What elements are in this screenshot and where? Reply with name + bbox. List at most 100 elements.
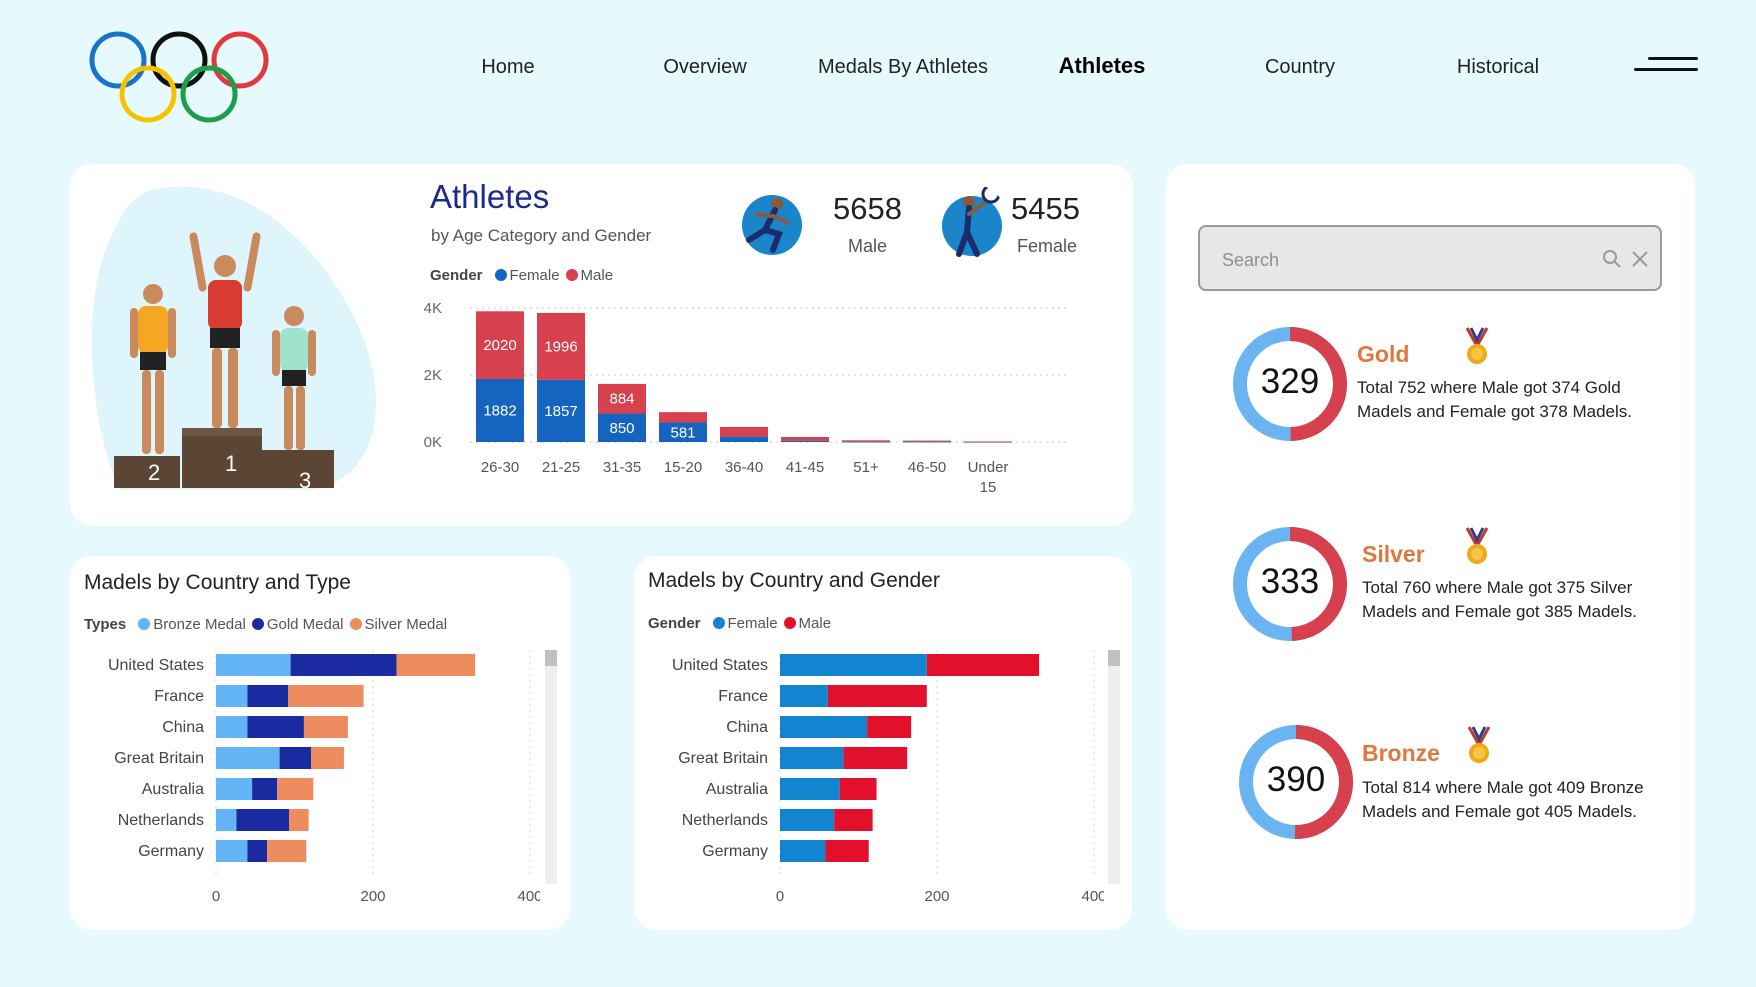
bar-gold-medal — [252, 778, 278, 800]
legend-male: Male — [798, 615, 832, 632]
bar-male — [842, 440, 890, 442]
bar-female — [903, 441, 951, 443]
athletes-legend: Gender Female Male — [430, 267, 613, 284]
podium-label-1: 1 — [225, 451, 238, 476]
search-input[interactable] — [1220, 245, 1594, 275]
bar-female — [598, 413, 646, 442]
search-icon[interactable] — [1602, 249, 1622, 269]
x-tick-label: 31-35 — [603, 459, 641, 476]
country-gender-legend: Gender Female Male — [648, 615, 831, 632]
gold-medal-icon — [1465, 327, 1489, 364]
menu-icon[interactable] — [1634, 57, 1698, 77]
x-tick-label: Under — [968, 459, 1009, 476]
silver-title: Silver — [1362, 541, 1425, 567]
bar-gold-medal — [236, 809, 290, 831]
bar-gold-medal — [247, 685, 289, 707]
x-tick-label: 51+ — [853, 459, 879, 476]
legend-title: Types — [84, 616, 127, 633]
country-type-scrollbar[interactable] — [545, 650, 557, 884]
bar-female — [780, 840, 826, 862]
legend-title: Gender — [648, 615, 701, 632]
bar-female — [780, 654, 927, 676]
gold-count: 329 — [1260, 362, 1320, 401]
country-label: China — [726, 719, 768, 736]
data-label: 581 — [670, 424, 695, 441]
bar-bronze-medal — [216, 716, 248, 738]
nav-historical[interactable]: Historical — [1456, 56, 1540, 78]
bar-gold-medal — [247, 840, 268, 862]
nav-overview[interactable]: Overview — [663, 56, 747, 78]
x-tick-label: 200 — [924, 888, 949, 905]
scrollbar-thumb[interactable] — [545, 650, 557, 666]
nav-country[interactable]: Country — [1264, 56, 1336, 78]
country-label: Germany — [138, 843, 204, 860]
bar-silver-medal — [277, 778, 314, 800]
bar-gold-medal — [290, 654, 397, 676]
country-type-chart: 0 200 400 United States France China Great Bri… — [108, 650, 540, 905]
country-label: France — [718, 688, 768, 705]
podium-label-2: 2 — [148, 460, 161, 485]
bar-male — [720, 426, 768, 437]
bar-male — [476, 311, 524, 379]
bar-bronze-medal — [216, 809, 237, 831]
bar-female — [537, 379, 585, 442]
legend-bronze-dot — [138, 618, 151, 630]
bar-male — [843, 747, 908, 769]
bronze-description: Total 814 where Male got 409 Bronze Made… — [1362, 778, 1644, 821]
y-tick-label: 2K — [424, 367, 442, 384]
athletes-card: 2 1 3 Athletes by Age Category and Gende… — [70, 164, 1133, 526]
bar-male — [781, 436, 829, 441]
country-label: Australia — [706, 781, 768, 798]
gold-description: Total 752 where Male got 374 Gold Madels… — [1357, 378, 1632, 421]
x-tick-label: 21-25 — [542, 459, 580, 476]
silver-count: 333 — [1260, 562, 1320, 601]
bar-female — [720, 436, 768, 442]
legend-bronze: Bronze Medal — [153, 616, 246, 633]
top-navigation: Home Overview Medals By Athletes Athlete… — [0, 52, 1756, 84]
nav-medals-by-athletes[interactable]: Medals By Athletes — [817, 56, 989, 78]
bar-silver-medal — [267, 840, 307, 862]
data-label: 850 — [609, 420, 634, 437]
country-label: Netherlands — [118, 812, 204, 829]
country-label: Great Britain — [678, 750, 768, 767]
gold-title: Gold — [1357, 341, 1410, 367]
x-tick-label: 15-20 — [664, 459, 702, 476]
bar-bronze-medal — [216, 654, 291, 676]
bar-female — [842, 441, 890, 443]
athletes-title: Athletes — [430, 178, 550, 215]
bar-male — [964, 441, 1012, 443]
x-tick-label: 46-50 — [908, 459, 946, 476]
country-gender-scrollbar[interactable] — [1108, 650, 1120, 884]
country-label: Australia — [142, 781, 204, 798]
clear-icon[interactable] — [1630, 249, 1650, 269]
x-tick-label: 200 — [360, 888, 385, 905]
x-tick-label: 15 — [980, 479, 997, 496]
x-tick-label: 400 — [1081, 888, 1104, 905]
bar-silver-medal — [310, 747, 344, 769]
scrollbar-thumb[interactable] — [1108, 650, 1120, 666]
bar-female — [659, 422, 707, 442]
country-type-legend: Types Bronze Medal Gold Medal Silver Medal — [84, 616, 447, 633]
bronze-title: Bronze — [1362, 740, 1440, 766]
legend-title: Gender — [430, 267, 483, 284]
nav-athletes[interactable]: Athletes — [1058, 53, 1146, 78]
country-label: Great Britain — [114, 750, 204, 767]
bar-bronze-medal — [216, 685, 248, 707]
nav-home[interactable]: Home — [481, 56, 535, 78]
data-label: 1882 — [483, 402, 516, 419]
medals-card: 329 Gold Total 752 where Male got 374 Go… — [1166, 164, 1695, 930]
gold-donut — [1233, 327, 1347, 441]
bar-male — [903, 440, 951, 442]
bar-silver-medal — [288, 685, 364, 707]
male-count: 5658 — [833, 191, 902, 226]
bar-gold-medal — [247, 716, 304, 738]
female-label: Female — [1017, 236, 1078, 256]
bar-female — [780, 809, 835, 831]
donut-male-arc — [1233, 527, 1347, 641]
legend-silver: Silver Medal — [364, 616, 448, 633]
legend-female: Female — [727, 615, 778, 632]
x-tick-label: 26-30 — [481, 459, 519, 476]
bar-female — [780, 747, 844, 769]
country-gender-chart: 0 200 400 United States France China Great Bri… — [672, 650, 1104, 905]
data-label: 1996 — [544, 338, 577, 355]
